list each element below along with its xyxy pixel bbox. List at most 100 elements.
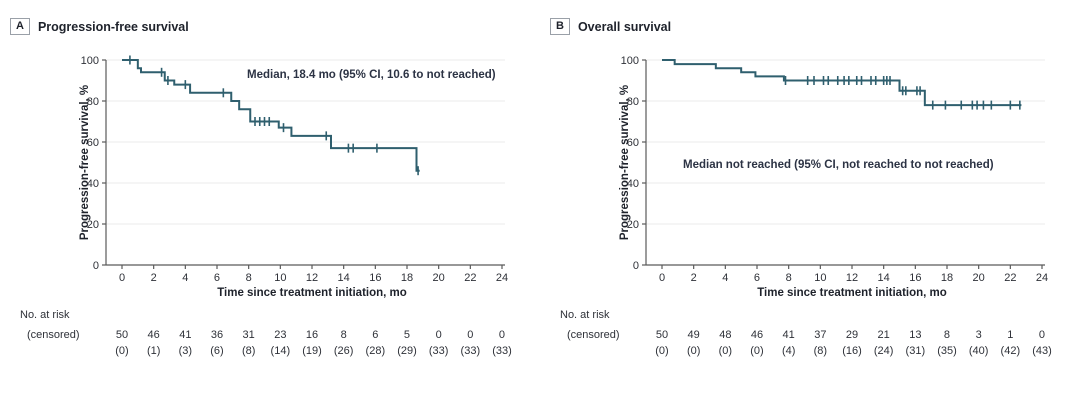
svg-text:0: 0 xyxy=(633,260,639,272)
median-annotation: Median not reached (95% CI, not reached … xyxy=(683,159,994,171)
svg-text:12: 12 xyxy=(306,272,318,284)
at-risk-value: 21 xyxy=(878,329,890,341)
censored-value: (43) xyxy=(1032,345,1052,357)
y-axis: 0 20 40 60 80 100 xyxy=(621,55,647,272)
svg-text:20: 20 xyxy=(87,219,99,231)
svg-text:20: 20 xyxy=(627,219,639,231)
svg-text:4: 4 xyxy=(722,272,728,284)
censored-value: (35) xyxy=(937,345,957,357)
svg-text:16: 16 xyxy=(369,272,381,284)
risk-table-label: No. at risk xyxy=(20,309,70,321)
svg-text:8: 8 xyxy=(786,272,792,284)
censored-value: (4) xyxy=(782,345,795,357)
panel-overall-survival: B Overall survival Median not reached (9… xyxy=(540,0,1080,400)
censored-value: (33) xyxy=(461,345,481,357)
at-risk-value: 36 xyxy=(211,329,223,341)
svg-text:80: 80 xyxy=(87,96,99,108)
svg-text:2: 2 xyxy=(151,272,157,284)
svg-text:60: 60 xyxy=(627,137,639,149)
censored-value: (31) xyxy=(906,345,926,357)
svg-text:16: 16 xyxy=(909,272,921,284)
km-curve xyxy=(662,59,1022,107)
at-risk-value: 46 xyxy=(751,329,763,341)
svg-text:18: 18 xyxy=(941,272,953,284)
panel-title: Progression-free survival xyxy=(37,19,189,34)
svg-text:100: 100 xyxy=(621,55,639,67)
at-risk-value: 29 xyxy=(846,329,858,341)
censored-value: (33) xyxy=(429,345,449,357)
at-risk-value: 8 xyxy=(341,329,347,341)
gridlines xyxy=(646,59,1045,225)
at-risk-value: 16 xyxy=(306,329,318,341)
censored-value: (33) xyxy=(492,345,512,357)
censored-value: (26) xyxy=(334,345,354,357)
svg-text:24: 24 xyxy=(1036,272,1048,284)
at-risk-value: 0 xyxy=(467,329,473,341)
at-risk-value: 49 xyxy=(688,329,700,341)
gridlines xyxy=(106,59,505,225)
svg-text:0: 0 xyxy=(119,272,125,284)
panel-header: A Progression-free survival xyxy=(10,18,189,35)
x-axis: 0 2 4 6 8 10 12 14 16 18 20 22 24 xyxy=(646,264,1048,284)
svg-text:100: 100 xyxy=(81,55,99,67)
y-axis: 0 20 40 60 80 100 xyxy=(81,55,107,272)
risk-table: No. at risk (censored) 50 (0) 49 (0) 48 (0) 46 (0… xyxy=(560,309,1052,357)
at-risk-value: 13 xyxy=(909,329,921,341)
at-risk-value: 0 xyxy=(1039,329,1045,341)
censored-value: (0) xyxy=(687,345,700,357)
svg-text:14: 14 xyxy=(878,272,890,284)
censored-value: (0) xyxy=(750,345,763,357)
median-annotation: Median, 18.4 mo (95% CI, 10.6 to not rea… xyxy=(247,69,496,81)
y-axis-title: Progression-free survival, % xyxy=(619,85,631,240)
svg-text:22: 22 xyxy=(1004,272,1016,284)
svg-text:10: 10 xyxy=(814,272,826,284)
at-risk-value: 6 xyxy=(372,329,378,341)
svg-text:8: 8 xyxy=(246,272,252,284)
at-risk-value: 1 xyxy=(1007,329,1013,341)
svg-text:20: 20 xyxy=(973,272,985,284)
panel-label-box: A xyxy=(10,18,30,35)
axis-titles: Time since treatment initiation, mo Progr… xyxy=(619,85,947,299)
risk-table-censored-label: (censored) xyxy=(567,329,620,341)
km-curve xyxy=(122,59,420,172)
svg-text:14: 14 xyxy=(338,272,350,284)
censored-value: (8) xyxy=(242,345,255,357)
at-risk-value: 23 xyxy=(274,329,286,341)
y-axis-title: Progression-free survival, % xyxy=(79,85,91,240)
svg-text:80: 80 xyxy=(627,96,639,108)
at-risk-value: 31 xyxy=(243,329,255,341)
at-risk-value: 46 xyxy=(148,329,160,341)
censored-value: (40) xyxy=(969,345,989,357)
at-risk-value: 8 xyxy=(944,329,950,341)
censored-value: (14) xyxy=(271,345,291,357)
censored-value: (42) xyxy=(1001,345,1021,357)
censored-value: (29) xyxy=(397,345,417,357)
risk-table-censored-label: (censored) xyxy=(27,329,80,341)
censored-value: (16) xyxy=(842,345,862,357)
at-risk-value: 3 xyxy=(976,329,982,341)
censored-value: (6) xyxy=(210,345,223,357)
svg-text:0: 0 xyxy=(93,260,99,272)
svg-text:22: 22 xyxy=(464,272,476,284)
censored-value: (24) xyxy=(874,345,894,357)
at-risk-value: 50 xyxy=(116,329,128,341)
at-risk-value: 48 xyxy=(719,329,731,341)
svg-text:4: 4 xyxy=(182,272,188,284)
svg-text:60: 60 xyxy=(87,137,99,149)
panel-header: B Overall survival xyxy=(550,18,671,35)
svg-text:18: 18 xyxy=(401,272,413,284)
at-risk-value: 0 xyxy=(499,329,505,341)
panel-progression-free-survival: A Progression-free survival Median, 18.4… xyxy=(10,18,512,357)
axis-titles: Time since treatment initiation, mo Progr… xyxy=(79,85,407,299)
x-axis-title: Time since treatment initiation, mo xyxy=(217,287,407,299)
risk-table-label: No. at risk xyxy=(560,309,610,321)
svg-text:40: 40 xyxy=(87,178,99,190)
x-axis-title: Time since treatment initiation, mo xyxy=(757,287,947,299)
svg-text:10: 10 xyxy=(274,272,286,284)
censored-value: (19) xyxy=(302,345,322,357)
svg-text:40: 40 xyxy=(627,178,639,190)
panel-label-box: B xyxy=(550,18,570,35)
